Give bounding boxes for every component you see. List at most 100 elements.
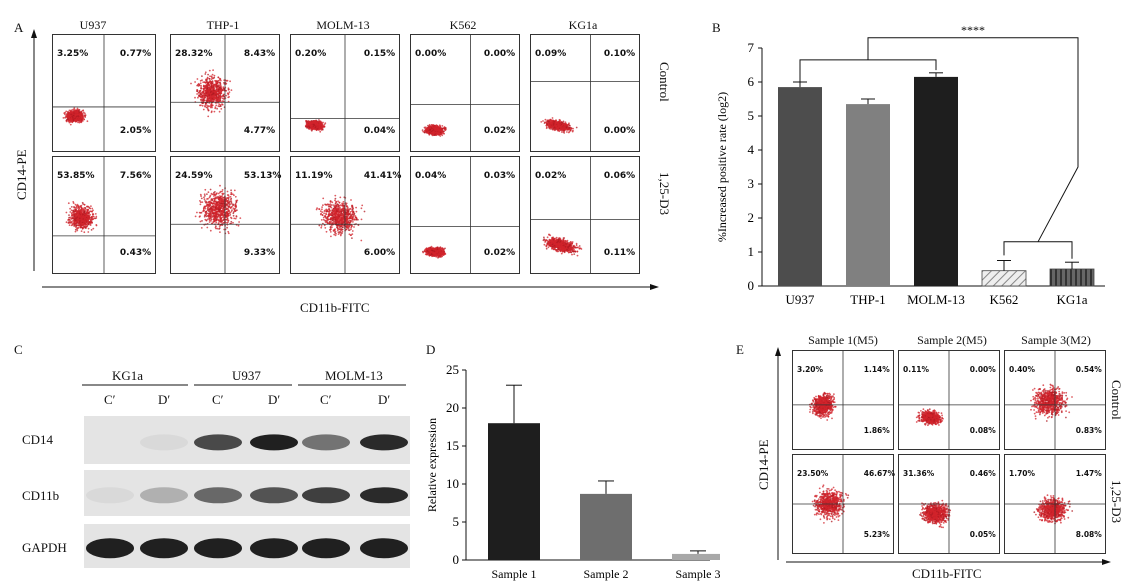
significance-stars: **** — [961, 23, 985, 37]
quadrant-percentage: 23.50% — [797, 469, 829, 478]
x-tick-label: THP-1 — [850, 292, 885, 307]
protein-label-gapdh: GAPDH — [22, 540, 67, 555]
panel-e-y-axis-label: CD14-PE — [756, 439, 771, 490]
flow-plot: 0.11% 0.00% 0.08% — [898, 350, 1000, 450]
x-tick-label: K562 — [990, 292, 1019, 307]
quadrant-percentage: 1.70% — [1009, 469, 1036, 478]
y-tick-label: 5 — [453, 514, 460, 529]
protein-band — [302, 538, 350, 559]
flow-plot: 53.85% 7.56% 0.43% — [52, 156, 156, 274]
flow-plot: 31.36% 0.46% 0.05% — [898, 454, 1000, 554]
flow-scatter — [411, 35, 519, 151]
protein-band — [86, 487, 134, 504]
cell-line-header: THP-1 — [206, 18, 240, 32]
y-axis-arrow — [775, 347, 781, 560]
panel-e-x-axis-label: CD11b-FITC — [912, 566, 982, 581]
y-tick-label: 0 — [748, 278, 755, 293]
flow-scatter — [899, 455, 999, 553]
blot-membrane — [84, 470, 410, 516]
protein-band — [194, 434, 242, 451]
quadrant-percentage: 9.33% — [243, 248, 276, 258]
panel-a-letter: A — [14, 20, 24, 35]
protein-band — [250, 434, 298, 451]
quadrant-percentage: 0.08% — [969, 425, 996, 435]
panel-b-letter: B — [712, 20, 721, 35]
y-tick-label: 0 — [453, 552, 460, 567]
panel-c-letter: C — [14, 342, 23, 357]
quadrant-percentage: 0.11% — [903, 365, 930, 374]
flow-plot: 28.32% 8.43% 4.77% — [170, 34, 280, 152]
quadrant-percentage: 0.04% — [363, 126, 396, 136]
flow-scatter — [53, 157, 155, 273]
quadrant-percentage: 0.77% — [119, 49, 152, 59]
lane-label: D′ — [378, 392, 391, 407]
x-tick-label: KG1a — [1056, 292, 1087, 307]
x-axis-arrow — [786, 559, 1111, 565]
quadrant-percentage: 5.23% — [863, 529, 890, 539]
row-label-control: Control — [1109, 380, 1124, 420]
y-tick-label: 5 — [748, 108, 755, 123]
y-axis-label: %Increased positive rate (log2) — [715, 92, 729, 242]
quadrant-percentage: 2.05% — [119, 126, 152, 136]
bar — [1049, 268, 1095, 287]
quadrant-percentage: 53.13% — [243, 171, 282, 181]
quadrant-percentage: 0.05% — [969, 529, 996, 539]
quadrant-percentage: 46.67% — [863, 469, 895, 478]
y-tick-label: 20 — [446, 400, 459, 415]
quadrant-percentage: 0.03% — [483, 171, 516, 181]
bar — [778, 87, 822, 286]
panel-a-y-axis-label: CD14-PE — [14, 149, 29, 200]
quadrant-percentage: 0.43% — [119, 248, 152, 258]
row-label-treated: 1,25-D3 — [1109, 480, 1124, 523]
flow-plot: 11.19% 41.41% 6.00% — [290, 156, 401, 274]
protein-band — [250, 538, 298, 559]
x-tick-label: Sample 3 — [676, 567, 721, 581]
flow-scatter — [1005, 455, 1105, 553]
y-axis-label: Relative expression — [425, 418, 439, 512]
y-tick-label: 4 — [748, 142, 755, 157]
quadrant-percentage: 53.85% — [57, 171, 95, 181]
y-tick-label: 2 — [748, 210, 755, 225]
quadrant-percentage: 3.25% — [57, 49, 89, 59]
y-axis-arrow — [31, 29, 37, 271]
quadrant-percentage: 0.15% — [363, 49, 396, 59]
quadrant-percentage: 3.20% — [797, 365, 824, 374]
panel-a-x-axis-label: CD11b-FITC — [300, 300, 370, 315]
panel-d-letter: D — [426, 342, 436, 357]
bar — [488, 423, 540, 560]
quadrant-percentage: 31.36% — [903, 469, 935, 478]
x-tick-label: Sample 2 — [584, 567, 629, 581]
flow-scatter — [291, 35, 399, 151]
flow-scatter — [291, 157, 399, 273]
flow-scatter — [171, 157, 279, 273]
protein-band — [250, 487, 298, 504]
quadrant-percentage: 8.43% — [243, 49, 276, 59]
panel-b-bar-chart: 0 1 2 3 4 5 6 7 %Increased positive rate (log2) U… — [715, 23, 1105, 307]
quadrant-percentage: 8.08% — [1075, 529, 1102, 539]
quadrant-percentage: 7.56% — [119, 171, 152, 181]
flow-plot: 0.40% 0.54% 0.83% — [1004, 350, 1106, 450]
flow-plot: 1.70% 1.47% 8.08% — [1004, 454, 1106, 554]
protein-band — [360, 538, 408, 559]
protein-band — [194, 487, 242, 504]
protein-band — [360, 487, 408, 504]
quadrant-percentage: 11.19% — [295, 171, 333, 181]
flow-plot: 23.50% 46.67% 5.23% — [792, 454, 895, 554]
panel-d-bar-chart: 0 5 10 15 20 25 Relative expression Sample 1 Sam… — [425, 362, 721, 581]
quadrant-percentage: 0.09% — [535, 49, 567, 59]
row-label-treated: 1,25-D3 — [657, 172, 672, 215]
bar — [981, 270, 1027, 287]
bar — [846, 104, 890, 286]
blot-group-underlines — [82, 384, 406, 386]
flow-plot: 0.20% 0.15% 0.04% — [290, 34, 400, 152]
quadrant-percentage: 0.00% — [483, 49, 516, 59]
quadrant-percentage: 0.83% — [1075, 425, 1102, 435]
blot-membrane — [84, 524, 410, 568]
y-tick-label: 7 — [748, 40, 755, 55]
bar — [580, 493, 632, 560]
western-blot-image — [84, 416, 410, 568]
lane-label: C′ — [212, 392, 224, 407]
flow-plot: 0.04% 0.03% 0.02% — [410, 156, 520, 274]
flow-scatter — [793, 351, 893, 449]
cell-line-header: KG1a — [568, 18, 598, 32]
